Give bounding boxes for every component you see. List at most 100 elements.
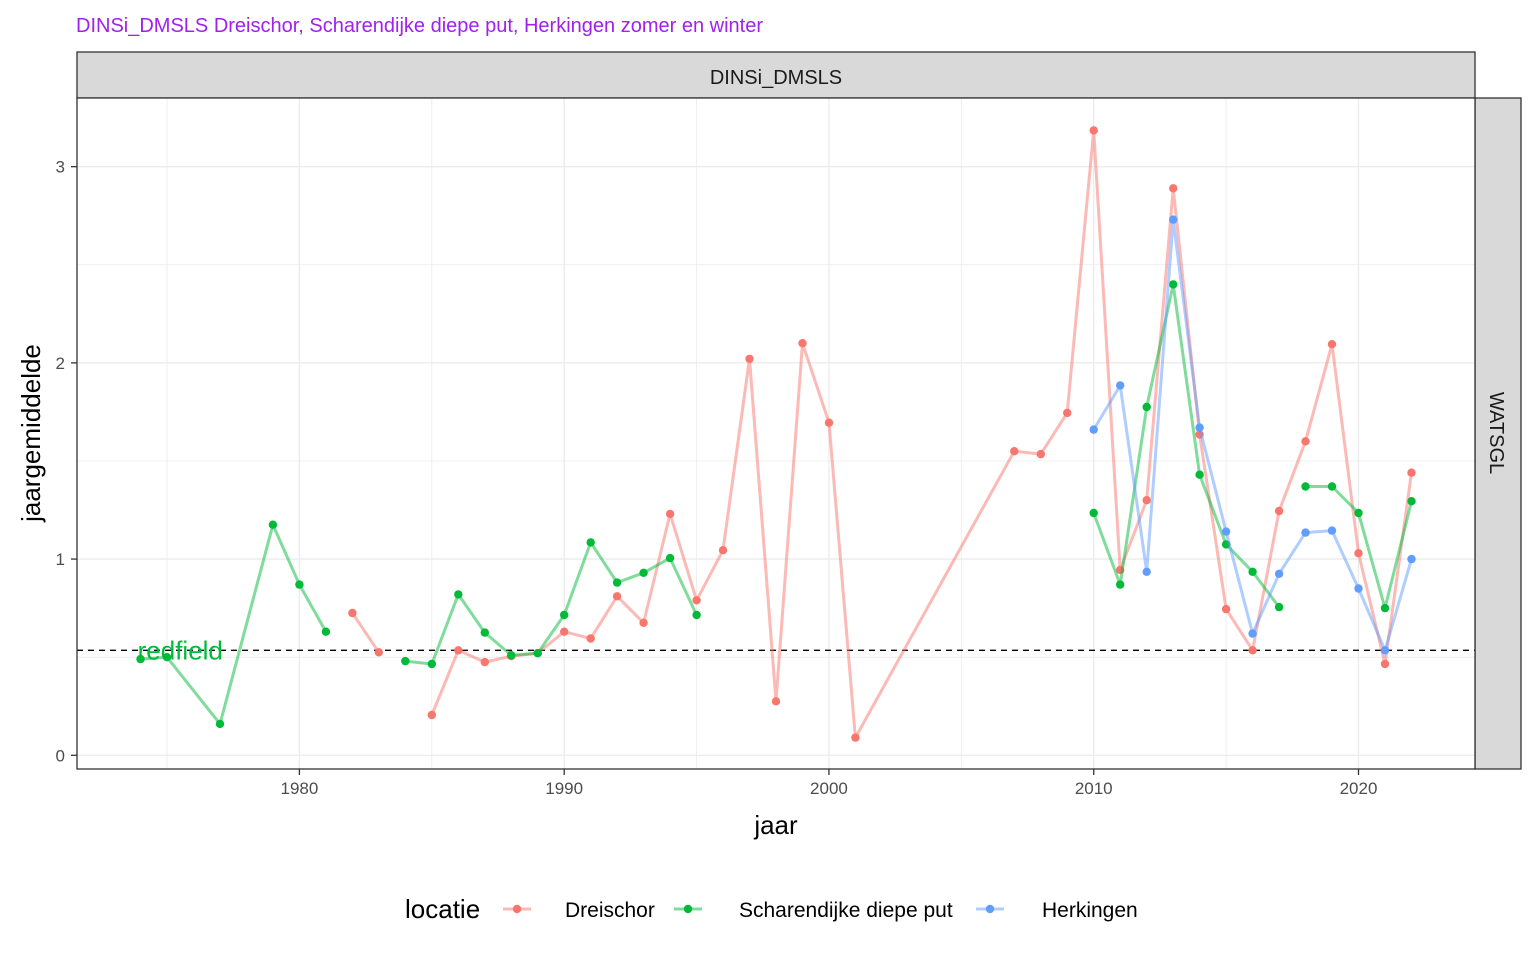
data-point [268, 520, 278, 529]
series-line [1092, 282, 1281, 609]
x-axis-title: jaar [753, 810, 798, 840]
y-tick-label: 0 [56, 746, 65, 765]
data-point [136, 654, 145, 664]
series-1 [136, 280, 1416, 729]
data-point [824, 418, 834, 427]
data-point [1380, 659, 1390, 669]
data-point [798, 339, 807, 348]
data-point [1327, 482, 1337, 491]
series-2 [1089, 215, 1416, 655]
data-point [454, 646, 463, 655]
data-point [1380, 603, 1390, 613]
legend-label: Scharendijke diepe put [739, 899, 953, 922]
data-point [1407, 554, 1416, 564]
facet-strip-top [76, 51, 1476, 99]
data-point [1301, 437, 1310, 446]
data-point [1274, 602, 1284, 612]
series-line [351, 612, 381, 654]
legend: locatie Dreischor Scharendijke diepe put H… [405, 894, 1138, 924]
chart-title: DINSi_DMSLS Dreischor, Scharendijke diep… [76, 15, 763, 37]
data-point [639, 568, 648, 577]
data-point [454, 590, 463, 599]
facet-strip-right [1474, 97, 1522, 770]
reference-line-label: redfield [138, 635, 223, 665]
legend-key-point [985, 904, 995, 914]
data-point [1063, 408, 1072, 418]
data-point [718, 546, 728, 555]
data-point [1195, 470, 1204, 479]
grid-lines [77, 98, 1475, 769]
plot-panel [77, 98, 1475, 769]
data-point [1248, 567, 1257, 576]
data-point [1221, 604, 1231, 614]
data-point [639, 618, 648, 627]
data-point [321, 627, 331, 636]
legend-key-point [512, 904, 522, 914]
x-tick-label: 1980 [280, 779, 318, 798]
data-point [1354, 508, 1363, 518]
data-point [586, 634, 595, 643]
legend-title: locatie [405, 894, 480, 924]
data-point [1142, 402, 1151, 412]
data-point [427, 659, 436, 669]
data-point [1116, 381, 1125, 390]
data-point [480, 657, 489, 667]
data-point [1195, 423, 1204, 432]
data-point [851, 733, 860, 742]
data-point [692, 596, 701, 605]
x-tick-label: 2020 [1340, 779, 1378, 798]
x-tick-label: 1990 [545, 779, 583, 798]
data-point [480, 628, 489, 637]
data-point [1248, 629, 1257, 638]
data-point [1089, 508, 1098, 518]
data-point [1169, 184, 1178, 193]
reference-line-group: redfield [77, 635, 1475, 665]
data-point [1221, 527, 1231, 536]
data-point [295, 580, 304, 589]
data-point [692, 610, 701, 620]
data-point [1274, 506, 1284, 516]
data-point [1327, 526, 1337, 535]
data-point [1089, 126, 1098, 135]
data-point [1248, 646, 1257, 655]
series-0 [348, 126, 1416, 742]
data-point [1010, 447, 1019, 456]
y-tick-label: 2 [56, 354, 65, 373]
data-point [374, 648, 383, 657]
data-point [665, 509, 675, 519]
data-point [612, 592, 622, 601]
data-point [1407, 468, 1416, 477]
data-point [1380, 646, 1390, 655]
data-point [586, 538, 595, 547]
legend-key-point [683, 904, 693, 914]
series-line [140, 523, 328, 726]
y-axis-title: jaargemiddelde [16, 344, 46, 523]
data-point [560, 610, 569, 620]
data-point [401, 656, 410, 666]
facet-strip-top-label: DINSi_DMSLS [710, 67, 842, 89]
y-tick-label: 1 [56, 550, 65, 569]
data-point [1142, 496, 1151, 505]
data-point [215, 719, 225, 729]
data-point [1327, 340, 1337, 349]
data-point [1036, 449, 1046, 459]
y-tick-label: 3 [56, 158, 65, 177]
legend-label: Dreischor [565, 899, 655, 922]
series-line [405, 540, 698, 666]
data-point [612, 578, 622, 587]
data-point [665, 553, 675, 563]
data-point [1274, 569, 1284, 578]
legend-label: Herkingen [1042, 899, 1138, 922]
data-point [745, 354, 754, 364]
data-point [1089, 425, 1098, 434]
facet-strip-right-label: WATSGL [1485, 392, 1507, 474]
x-tick-label: 2000 [810, 779, 848, 798]
data-point [1354, 549, 1363, 558]
x-tick-label: 2010 [1075, 779, 1113, 798]
axes: 1980 1990 2000 2010 2020 0 1 2 3 [56, 158, 1378, 798]
series-group [136, 126, 1416, 742]
data-point [162, 653, 172, 662]
data-point [1116, 580, 1125, 589]
data-point [507, 651, 516, 660]
data-point [427, 710, 436, 720]
